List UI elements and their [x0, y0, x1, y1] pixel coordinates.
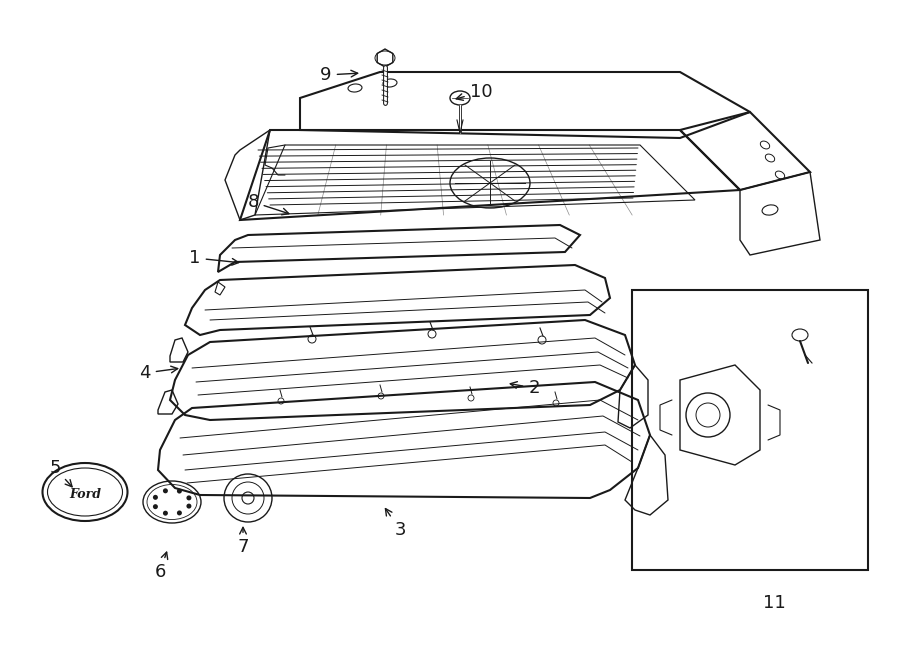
Circle shape [186, 495, 192, 500]
Text: 10: 10 [456, 83, 492, 101]
Text: 3: 3 [385, 508, 406, 539]
Circle shape [163, 488, 168, 493]
Text: 5: 5 [50, 459, 72, 486]
Ellipse shape [792, 329, 808, 341]
Ellipse shape [450, 91, 470, 105]
Text: Ford: Ford [69, 488, 101, 502]
Text: 11: 11 [762, 594, 786, 612]
Circle shape [186, 504, 192, 508]
Circle shape [163, 511, 168, 516]
Bar [632, 290, 868, 570]
Text: 2: 2 [510, 379, 540, 397]
Circle shape [177, 488, 182, 494]
Text: 7: 7 [238, 527, 248, 556]
Circle shape [177, 510, 182, 516]
Text: 8: 8 [248, 193, 289, 215]
Text: 1: 1 [189, 249, 239, 267]
Circle shape [153, 495, 157, 500]
Text: 6: 6 [154, 552, 167, 581]
Text: 4: 4 [140, 364, 177, 382]
Circle shape [153, 504, 157, 509]
Text: 9: 9 [320, 66, 357, 84]
